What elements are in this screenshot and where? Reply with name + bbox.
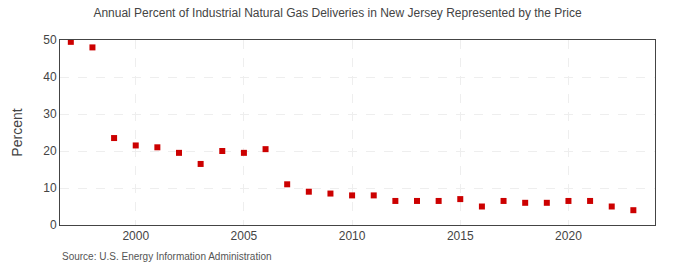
svg-text:2020: 2020 bbox=[555, 229, 582, 243]
svg-text:40: 40 bbox=[43, 70, 57, 84]
svg-text:Source: U.S. Energy Informatio: Source: U.S. Energy Information Administ… bbox=[62, 251, 272, 262]
svg-text:2015: 2015 bbox=[447, 229, 474, 243]
svg-text:50: 50 bbox=[43, 33, 57, 47]
svg-text:Percent: Percent bbox=[9, 108, 25, 156]
svg-text:0: 0 bbox=[50, 218, 57, 232]
svg-text:30: 30 bbox=[43, 107, 57, 121]
svg-text:20: 20 bbox=[43, 144, 57, 158]
svg-text:Annual Percent of Industrial N: Annual Percent of Industrial Natural Gas… bbox=[93, 6, 582, 20]
svg-text:2010: 2010 bbox=[339, 229, 366, 243]
svg-text:10: 10 bbox=[43, 181, 57, 195]
svg-text:2000: 2000 bbox=[122, 229, 149, 243]
svg-text:2005: 2005 bbox=[231, 229, 258, 243]
